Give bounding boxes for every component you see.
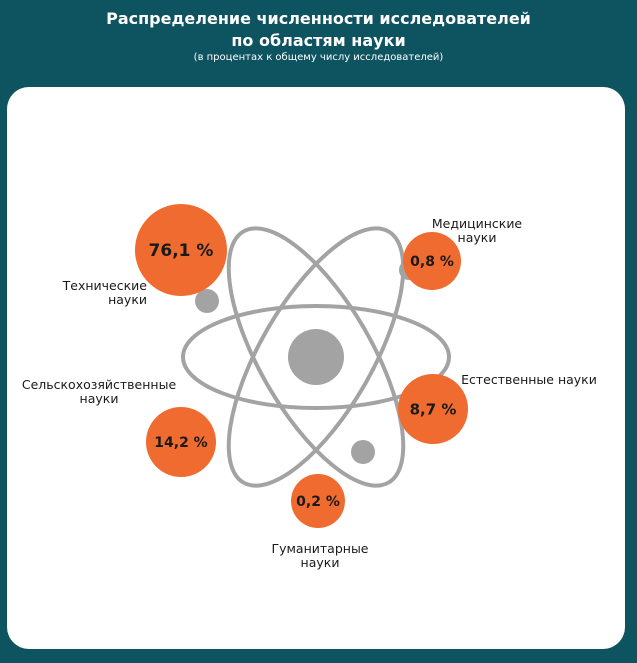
atom-nucleus: [288, 329, 344, 385]
chart-panel: 76,1 % Технические науки 0,8 % Медицинские на…: [7, 87, 625, 649]
category-label-tech-1: Технические: [62, 278, 148, 293]
value-label-tech: 76,1 %: [149, 241, 214, 261]
value-label-agri: 14,2 %: [154, 435, 207, 451]
bubble-agri: [146, 407, 216, 477]
category-label-tech-2: науки: [108, 292, 147, 307]
orbit-1: [181, 304, 451, 410]
chart-title-line-1: Распределение численности исследователей: [106, 9, 531, 28]
orbit-3: [226, 226, 406, 488]
category-label-hum-1: Гуманитарные: [271, 541, 368, 556]
bubble-tech: [135, 204, 227, 296]
category-label-agri-2: науки: [80, 391, 119, 406]
bubble-nat: [398, 374, 468, 444]
orbit-2: [226, 226, 406, 488]
electron-2: [351, 440, 375, 464]
category-label-med-2: науки: [458, 230, 497, 245]
value-label-hum: 0,2 %: [296, 494, 340, 510]
chart-title-line-2: по областям науки: [231, 31, 406, 50]
bubble-med: [403, 232, 461, 290]
category-label-hum-2: науки: [301, 555, 340, 570]
value-label-med: 0,8 %: [410, 254, 454, 270]
electron-1: [195, 289, 219, 313]
category-label-med-1: Медицинские: [432, 216, 523, 231]
chart-subtitle: (в процентах к общему числу исследовател…: [193, 52, 444, 63]
category-label-nat-1: Естественные науки: [461, 372, 597, 387]
category-label-agri-1: Сельскохозяйственные: [22, 377, 177, 392]
value-label-nat: 8,7 %: [410, 400, 457, 418]
bubble-hum: [291, 474, 345, 528]
chart-title: Распределение численности исследователей…: [0, 8, 637, 52]
